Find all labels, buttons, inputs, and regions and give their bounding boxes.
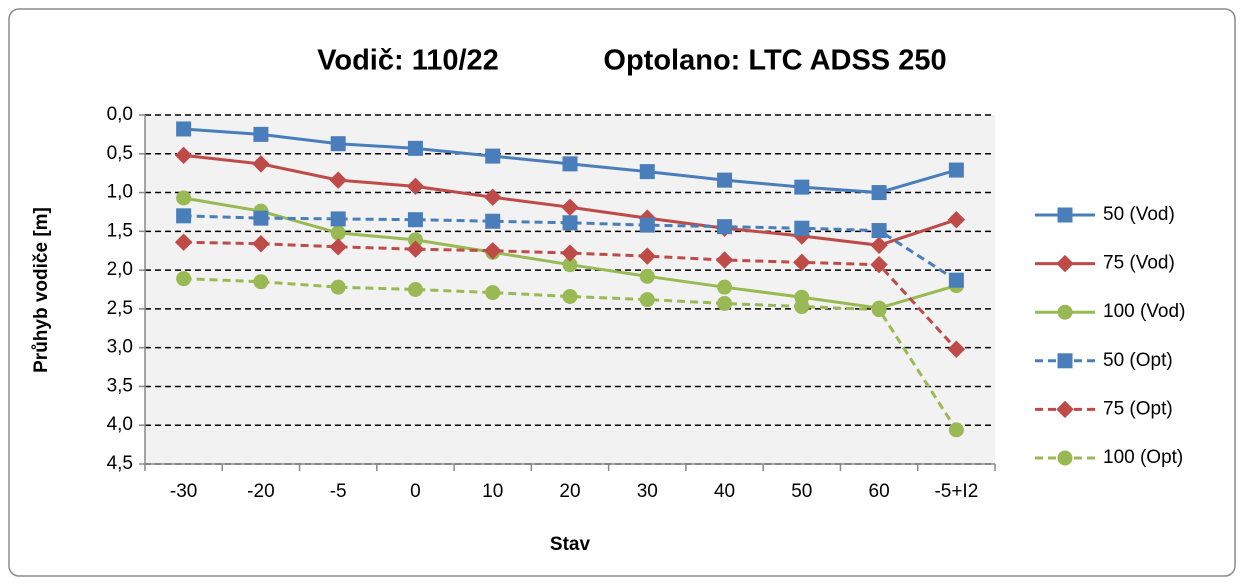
marker [174,146,193,165]
marker [485,213,501,229]
marker [715,251,734,269]
marker [638,247,656,265]
x-tick-label: -5+I2 [934,481,978,502]
x-tick-label: -30 [170,481,197,502]
marker [330,225,346,241]
marker [484,188,502,206]
y-tick-label: 4,5 [107,453,133,474]
marker [1057,304,1073,320]
marker [561,198,579,216]
x-tick-label: 0 [410,481,421,502]
x-axis-title: Stav [550,534,591,555]
series-line [183,240,958,351]
legend-label: 50 (Vod) [1103,204,1175,225]
marker [562,156,578,172]
marker [174,233,193,251]
y-axis-title: Průhyb vodiče [m] [31,207,52,373]
series-line [183,214,958,282]
marker [639,164,655,180]
marker [330,279,346,295]
marker [871,185,887,201]
y-tick-label: 1,5 [107,220,133,241]
marker [947,340,966,358]
marker [1057,450,1073,466]
y-tick-label: 2,0 [107,259,133,280]
x-tick-label: -5 [330,481,347,502]
marker [794,220,810,236]
marker [1056,400,1074,419]
marker [407,140,423,156]
legend-label: 50 (Opt) [1103,350,1173,371]
marker [253,210,269,226]
y-tick-label: 0,0 [107,104,133,125]
marker [407,212,423,228]
marker [252,235,270,253]
y-tick-label: 0,5 [107,143,133,164]
marker [948,272,964,288]
marker [717,295,733,311]
marker [870,236,888,255]
chart-title: Vodič: 110/22 [317,45,499,77]
series-line [183,277,958,431]
marker [484,242,502,260]
legend-label: 75 (Vod) [1103,253,1175,274]
marker [871,302,887,318]
marker [406,240,425,258]
marker [176,271,192,287]
y-tick-label: 3,0 [107,337,133,358]
marker [330,136,346,152]
y-tick-label: 3,5 [107,375,133,396]
marker [562,215,578,231]
y-tick-label: 1,0 [107,182,133,203]
marker [329,238,347,256]
marker [1057,207,1073,223]
marker [717,172,733,188]
marker [639,217,655,233]
chart-title: Optolano: LTC ADSS 250 [603,45,946,77]
marker [871,223,887,239]
x-tick-label: 30 [637,481,658,502]
legend-label: 100 (Opt) [1103,447,1183,468]
marker [639,292,655,308]
marker [1056,254,1074,273]
marker [253,274,269,290]
marker [1057,353,1073,369]
marker [253,126,269,142]
marker [329,171,347,189]
marker [407,282,423,297]
marker [793,253,811,272]
marker [794,299,810,315]
marker [948,422,964,438]
marker [562,288,578,304]
x-tick-label: 40 [714,481,735,502]
marker [485,148,501,164]
marker [406,177,425,196]
marker [561,244,579,262]
marker [717,219,733,235]
marker [639,268,655,284]
marker [794,179,810,195]
marker [330,211,346,227]
marker [176,208,192,224]
marker [870,255,888,274]
marker [176,121,192,137]
marker [485,285,501,301]
x-tick-label: 20 [559,481,580,502]
x-tick-label: -20 [247,481,274,502]
y-tick-label: 4,0 [107,414,133,435]
marker [717,279,733,295]
y-tick-label: 2,5 [107,298,133,319]
x-tick-label: 50 [791,481,812,502]
legend-label: 100 (Vod) [1103,301,1185,322]
marker [947,210,966,229]
legend-label: 75 (Opt) [1103,398,1173,419]
marker [948,162,964,178]
x-tick-label: 10 [482,481,503,502]
marker [252,155,270,173]
marker [176,190,192,206]
x-tick-label: 60 [869,481,890,502]
